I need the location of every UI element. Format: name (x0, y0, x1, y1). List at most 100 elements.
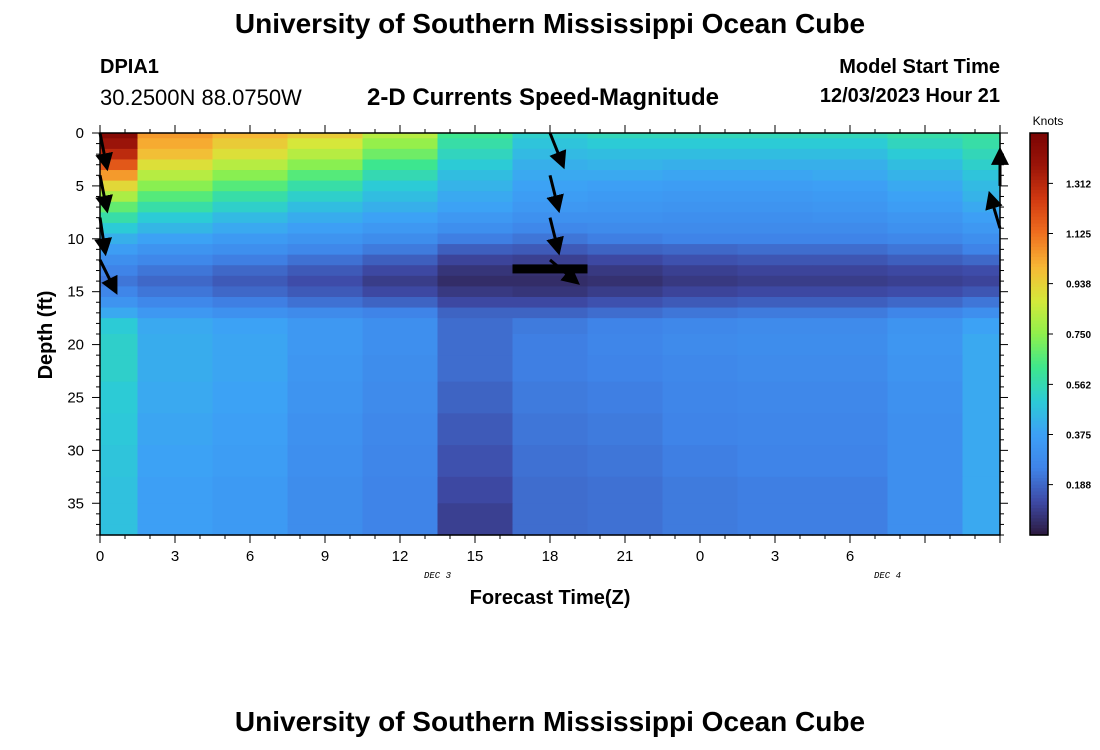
heatmap-cell (812, 413, 889, 446)
heatmap-cell (100, 265, 139, 277)
heatmap-cell (137, 445, 214, 478)
heatmap-cell (737, 244, 814, 256)
heatmap-cell (887, 381, 964, 414)
heatmap-cell (100, 503, 139, 526)
heatmap-cell (100, 148, 139, 161)
heatmap-cell (812, 212, 889, 224)
colorbar-segment (1030, 287, 1048, 292)
heatmap-cell (962, 524, 1001, 536)
heatmap-cell (887, 275, 964, 287)
heatmap-cell (662, 180, 739, 192)
heatmap-cell (212, 138, 289, 150)
colorbar-tick-label: 0.938 (1066, 280, 1091, 291)
colorbar-segment (1030, 176, 1048, 181)
heatmap-cell (887, 222, 964, 235)
heatmap-cell (962, 133, 1001, 139)
heatmap-cell (737, 265, 814, 277)
colorbar-segment (1030, 424, 1048, 429)
colorbar-segment (1030, 203, 1048, 208)
heatmap-cell (362, 254, 439, 266)
heatmap-cell (137, 275, 214, 287)
colorbar-segment (1030, 434, 1048, 439)
heatmap-cell (100, 180, 139, 192)
heatmap-cell (100, 222, 139, 235)
heatmap-cell (962, 445, 1001, 478)
colorbar-tick-label: 0.750 (1066, 330, 1091, 341)
colorbar-segment (1030, 354, 1048, 359)
heatmap-cell (362, 170, 439, 182)
heatmap-cell (212, 191, 289, 203)
masked-segment (512, 264, 588, 274)
heatmap-cell (212, 265, 289, 277)
colorbar-segment (1030, 407, 1048, 412)
heatmap-cell (437, 381, 514, 414)
date-label: DEC 4 (874, 571, 901, 581)
colorbar-segment (1030, 504, 1048, 509)
heatmap-cell (287, 201, 364, 213)
heatmap-cell (812, 148, 889, 161)
heatmap-cell (587, 334, 664, 356)
heatmap-cell (212, 180, 289, 192)
heatmap-cell (212, 275, 289, 287)
colorbar-segment (1030, 196, 1048, 201)
colorbar-segment (1030, 468, 1048, 472)
heatmap-cell (512, 138, 589, 150)
heatmap-cell (812, 254, 889, 266)
heatmap-cell (587, 476, 664, 504)
heatmap-cell (812, 318, 889, 335)
heatmap-cell (962, 222, 1001, 235)
heatmap-cell (812, 244, 889, 256)
colorbar-segment (1030, 189, 1048, 194)
heatmap-cell (662, 381, 739, 414)
heatmap-cell (512, 413, 589, 446)
heatmap-cell (662, 170, 739, 182)
heatmap-cell (662, 244, 739, 256)
heatmap-cell (887, 318, 964, 335)
heatmap-cell (362, 133, 439, 139)
heatmap-cell (212, 201, 289, 213)
heatmap-cell (587, 286, 664, 298)
y-tick-label: 0 (76, 125, 84, 142)
heatmap-cell (512, 244, 589, 256)
colorbar-segment (1030, 521, 1048, 526)
heatmap-cell (212, 133, 289, 139)
colorbar-segment (1030, 146, 1048, 151)
heatmap-cell (962, 381, 1001, 414)
heatmap-cell (512, 201, 589, 213)
colorbar-segment (1030, 236, 1048, 241)
heatmap-cell (812, 201, 889, 213)
colorbar-segment (1030, 323, 1048, 328)
heatmap-cell (737, 296, 814, 309)
colorbar-segment (1030, 347, 1048, 352)
heatmap-cell (887, 180, 964, 192)
colorbar-segment (1030, 149, 1048, 154)
heatmap-cell (962, 275, 1001, 287)
colorbar-segment (1030, 270, 1048, 275)
heatmap-cell (812, 524, 889, 536)
chart-title: University of Southern Mississippi Ocean… (234, 8, 866, 39)
heatmap-cell (100, 159, 139, 171)
heatmap-cell (587, 170, 664, 182)
colorbar-segment (1030, 133, 1048, 137)
heatmap-cell (587, 254, 664, 266)
colorbar-segment (1030, 169, 1048, 174)
heatmap-cell (100, 318, 139, 335)
colorbar-segment (1030, 277, 1048, 281)
heatmap-cell (512, 222, 589, 235)
heatmap-cell (737, 445, 814, 478)
heatmap-cell (437, 265, 514, 277)
heatmap-cell (212, 476, 289, 504)
heatmap-cell (662, 355, 739, 383)
colorbar-segment (1030, 136, 1048, 141)
heatmap-cell (737, 254, 814, 266)
heatmap-cell (362, 476, 439, 504)
colorbar-segment (1030, 411, 1048, 415)
heatmap-cell (437, 170, 514, 182)
heatmap-cell (212, 296, 289, 309)
heatmap-cell (362, 244, 439, 256)
heatmap-cell (662, 476, 739, 504)
colorbar-segment (1030, 404, 1048, 409)
heatmap-cell (887, 265, 964, 277)
heatmap-cell (737, 138, 814, 150)
heatmap-cell (362, 148, 439, 161)
